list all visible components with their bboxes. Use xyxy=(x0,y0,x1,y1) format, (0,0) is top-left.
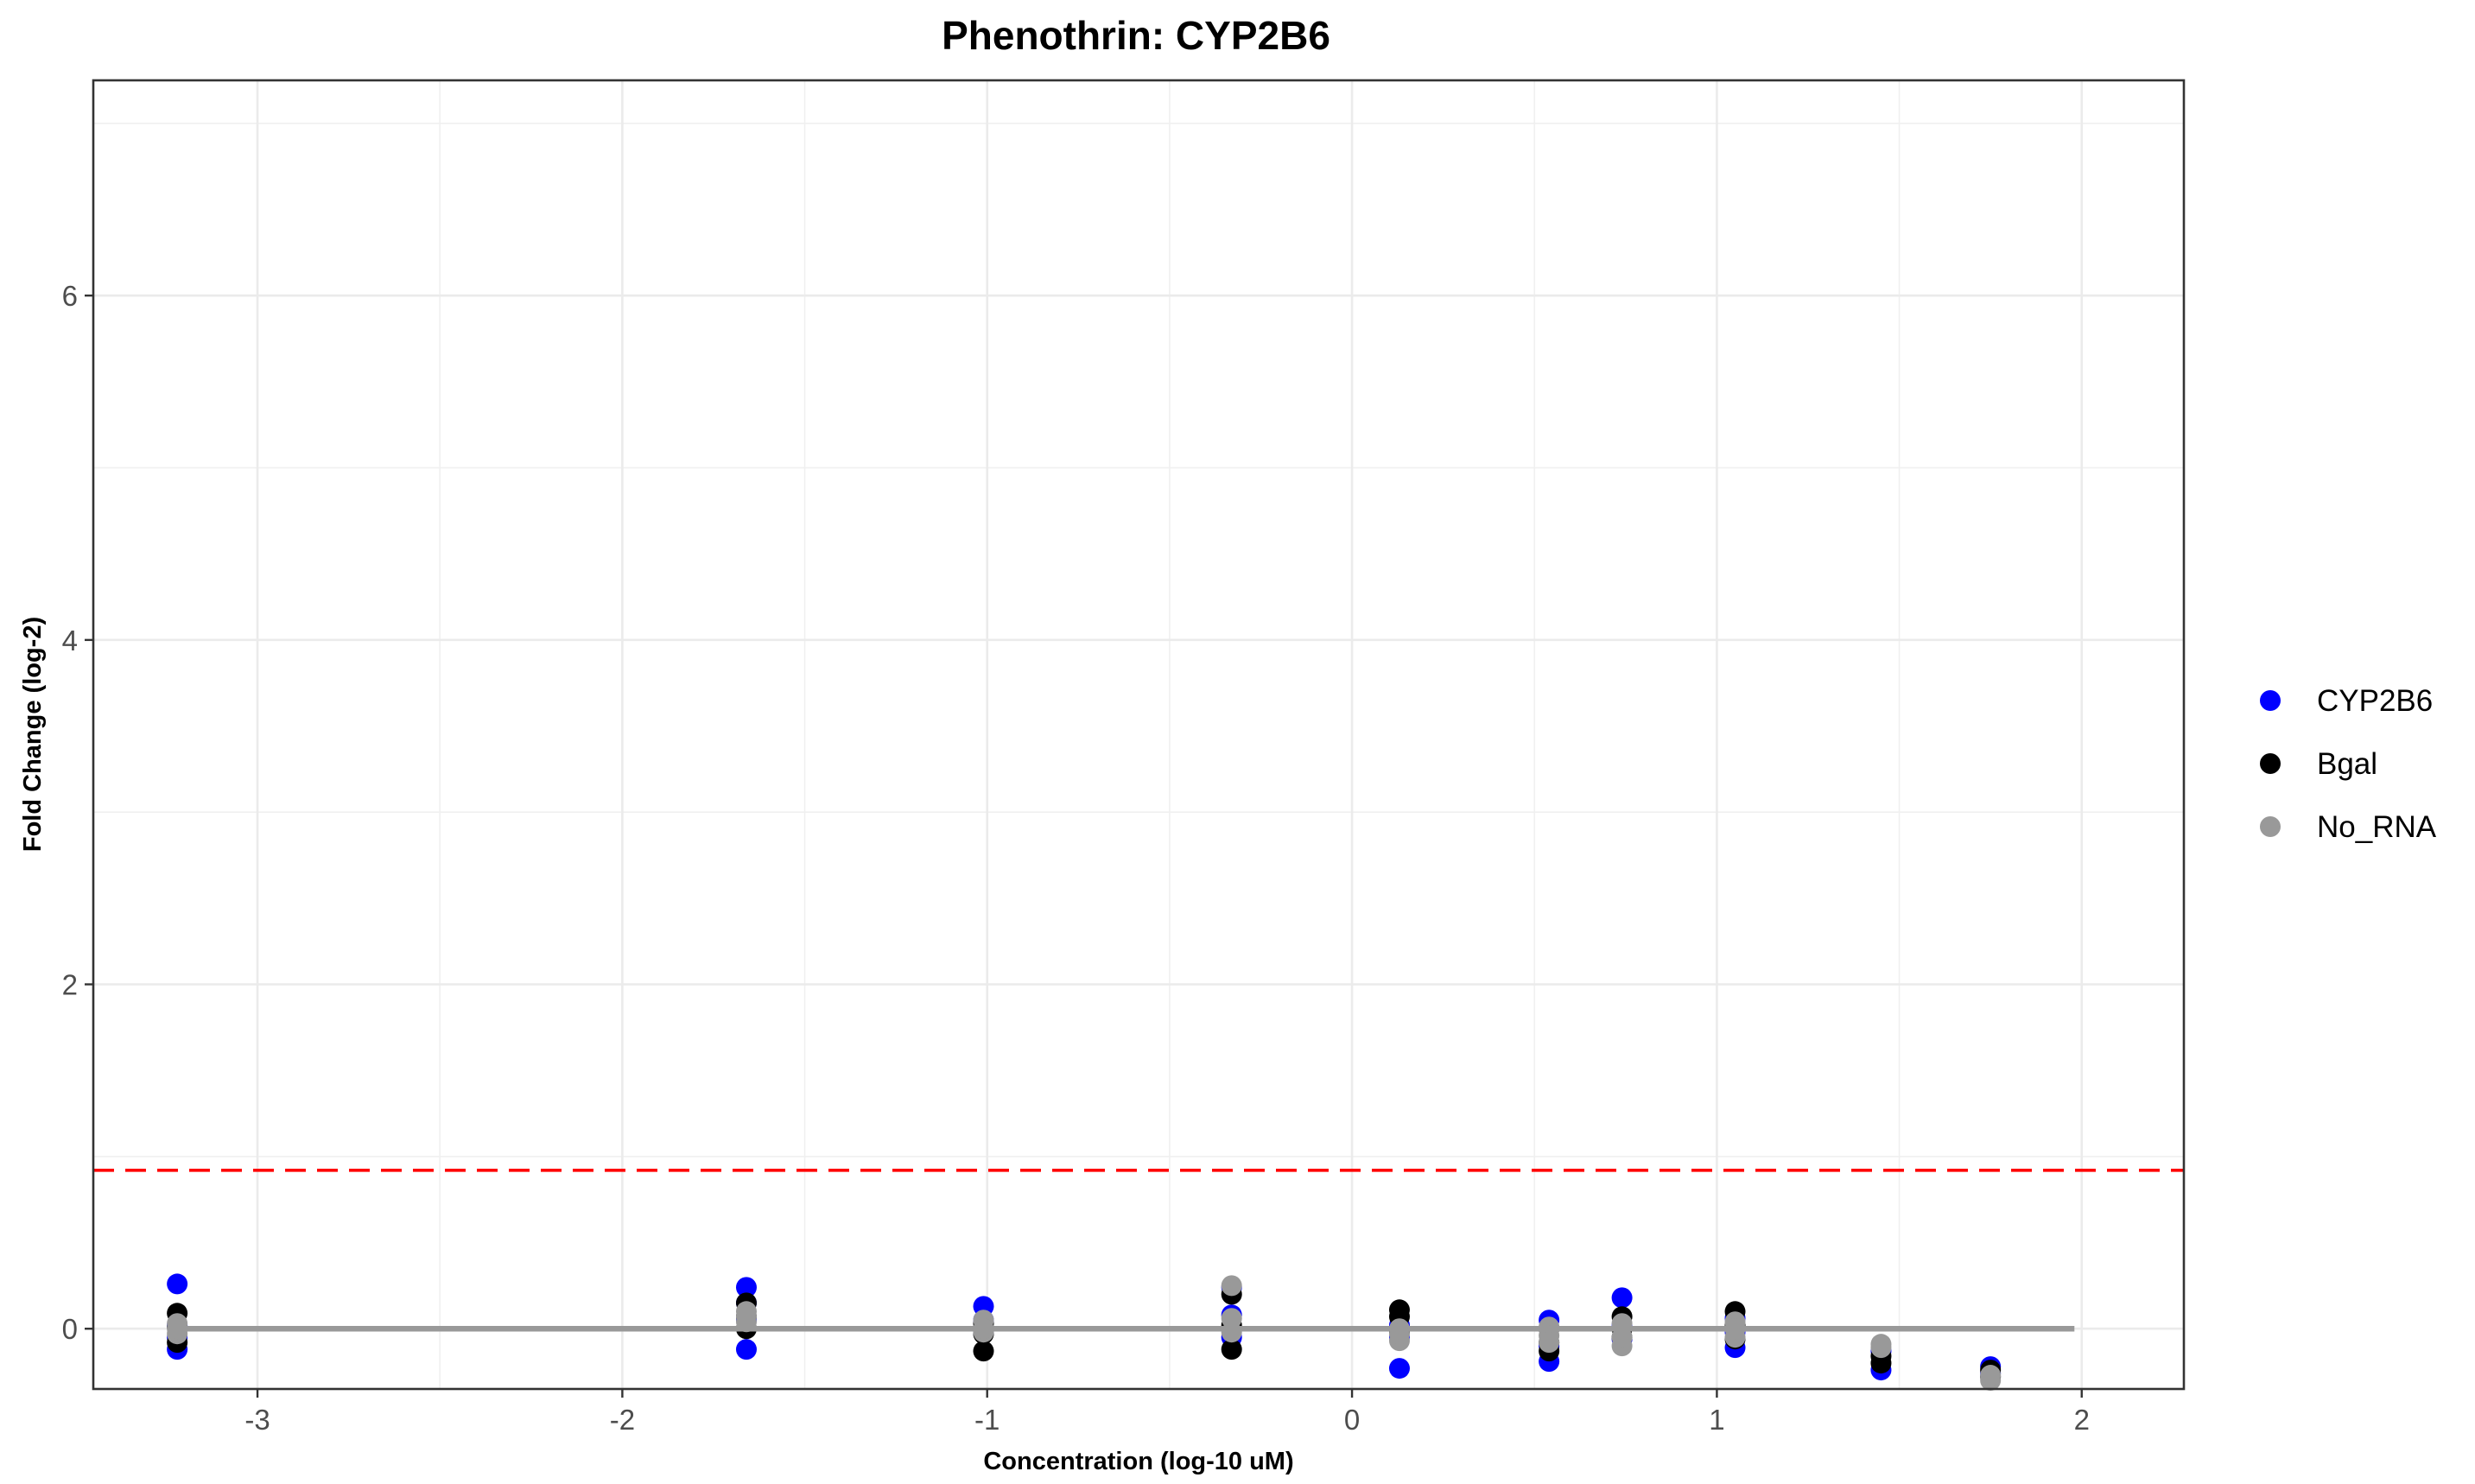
data-point-no-rna xyxy=(1221,1322,1242,1343)
plot-border xyxy=(92,79,2186,1391)
legend: CYP2B6 Bgal No_RNA xyxy=(2260,684,2437,844)
minor-gridlines xyxy=(93,80,2184,1389)
x-tick-label: -1 xyxy=(974,1404,1000,1436)
data-point-no-rna xyxy=(1611,1327,1633,1348)
y-axis-title: Fold Change (log-2) xyxy=(19,617,47,852)
x-tick-label: -2 xyxy=(610,1404,635,1436)
plot-panel xyxy=(92,79,2186,1392)
data-point-cyp2b6 xyxy=(1611,1287,1633,1309)
data-point-no-rna xyxy=(735,1306,757,1328)
legend-label: CYP2B6 xyxy=(2317,684,2433,718)
x-tick-label: -3 xyxy=(244,1404,270,1436)
data-point-cyp2b6 xyxy=(1388,1358,1410,1379)
legend-label: No_RNA xyxy=(2317,810,2437,844)
data-point-cyp2b6 xyxy=(735,1339,757,1360)
x-tick-label: 1 xyxy=(1709,1404,1724,1436)
data-point-no-rna xyxy=(1980,1365,2002,1386)
y-tick-label: 0 xyxy=(62,1313,78,1345)
data-point-cyp2b6 xyxy=(167,1273,188,1295)
data-point-bgal xyxy=(1221,1339,1242,1360)
plot-background xyxy=(93,80,2184,1389)
legend-key-cyp2b6 xyxy=(2260,690,2281,711)
chart-title: Phenothrin: CYP2B6 xyxy=(942,13,1330,58)
x-tick-label: 2 xyxy=(2074,1404,2090,1436)
y-axis: 0 2 4 6 xyxy=(62,280,93,1345)
data-point-cyp2b6 xyxy=(735,1277,757,1298)
legend-key-bgal xyxy=(2260,753,2281,774)
data-point-no-rna xyxy=(1870,1334,1892,1355)
data-point-bgal xyxy=(973,1341,994,1362)
legend-key-no-rna xyxy=(2260,816,2281,837)
x-axis: -3 -2 -1 0 1 2 xyxy=(244,1389,2090,1436)
data-point-no-rna xyxy=(1539,1332,1560,1354)
legend-label: Bgal xyxy=(2317,747,2377,781)
data-point-no-rna xyxy=(1221,1275,1242,1297)
y-tick-label: 4 xyxy=(62,625,78,656)
y-tick-label: 6 xyxy=(62,280,78,312)
y-tick-label: 2 xyxy=(62,969,78,1001)
x-tick-label: 0 xyxy=(1344,1404,1360,1436)
x-axis-title: Concentration (log-10 uM) xyxy=(983,1448,1293,1475)
